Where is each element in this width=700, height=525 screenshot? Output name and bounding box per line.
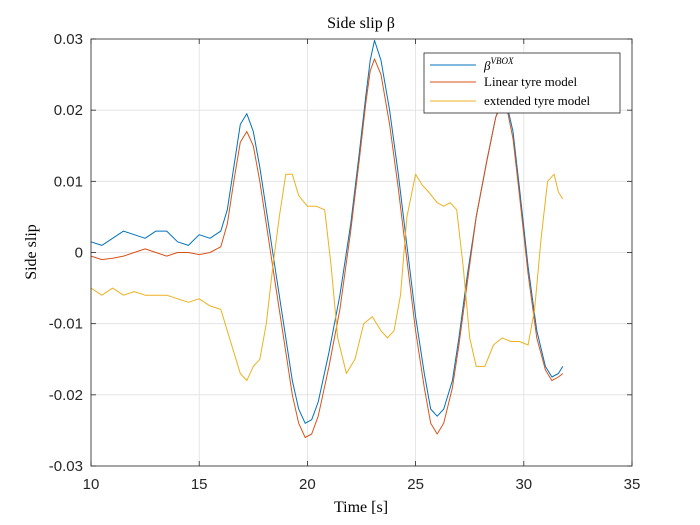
y-tick-label: -0.01	[49, 316, 83, 333]
y-tick-label: 0.01	[54, 173, 83, 190]
legend-box	[423, 52, 621, 114]
x-tick-label: 20	[299, 476, 316, 493]
legend-label-vbox-base: β	[483, 58, 491, 73]
y-tick-label: -0.02	[49, 387, 83, 404]
tick-labels: 10 15 20 25 30 35 -0.03 -0.02 -0.01 0 0.01 0.02 0.03	[49, 31, 641, 493]
tick-marks	[90, 38, 633, 467]
x-tick-label: 30	[515, 476, 532, 493]
y-axis-label: Side slip	[23, 224, 40, 280]
y-tick-label: 0	[75, 245, 83, 262]
y-tick-label: 0.03	[54, 31, 83, 48]
x-tick-label: 25	[407, 476, 424, 493]
y-tick-label: 0.02	[54, 102, 83, 119]
chart-title: Side slip β	[327, 15, 395, 32]
legend-label-extended: extended tyre model	[484, 93, 591, 108]
legend-label-vbox: βVBOX	[483, 56, 514, 73]
legend-label-vbox-sup: VBOX	[490, 56, 513, 66]
legend: βVBOX Linear tyre model extended tyre mo…	[423, 52, 621, 114]
legend-label-linear: Linear tyre model	[484, 74, 578, 89]
series-extended-tyre-line	[90, 173, 564, 382]
x-tick-label: 10	[83, 476, 100, 493]
x-tick-label: 15	[191, 476, 208, 493]
x-tick-label: 35	[624, 476, 641, 493]
x-axis-label: Time [s]	[334, 499, 388, 516]
y-tick-label: -0.03	[49, 458, 83, 475]
